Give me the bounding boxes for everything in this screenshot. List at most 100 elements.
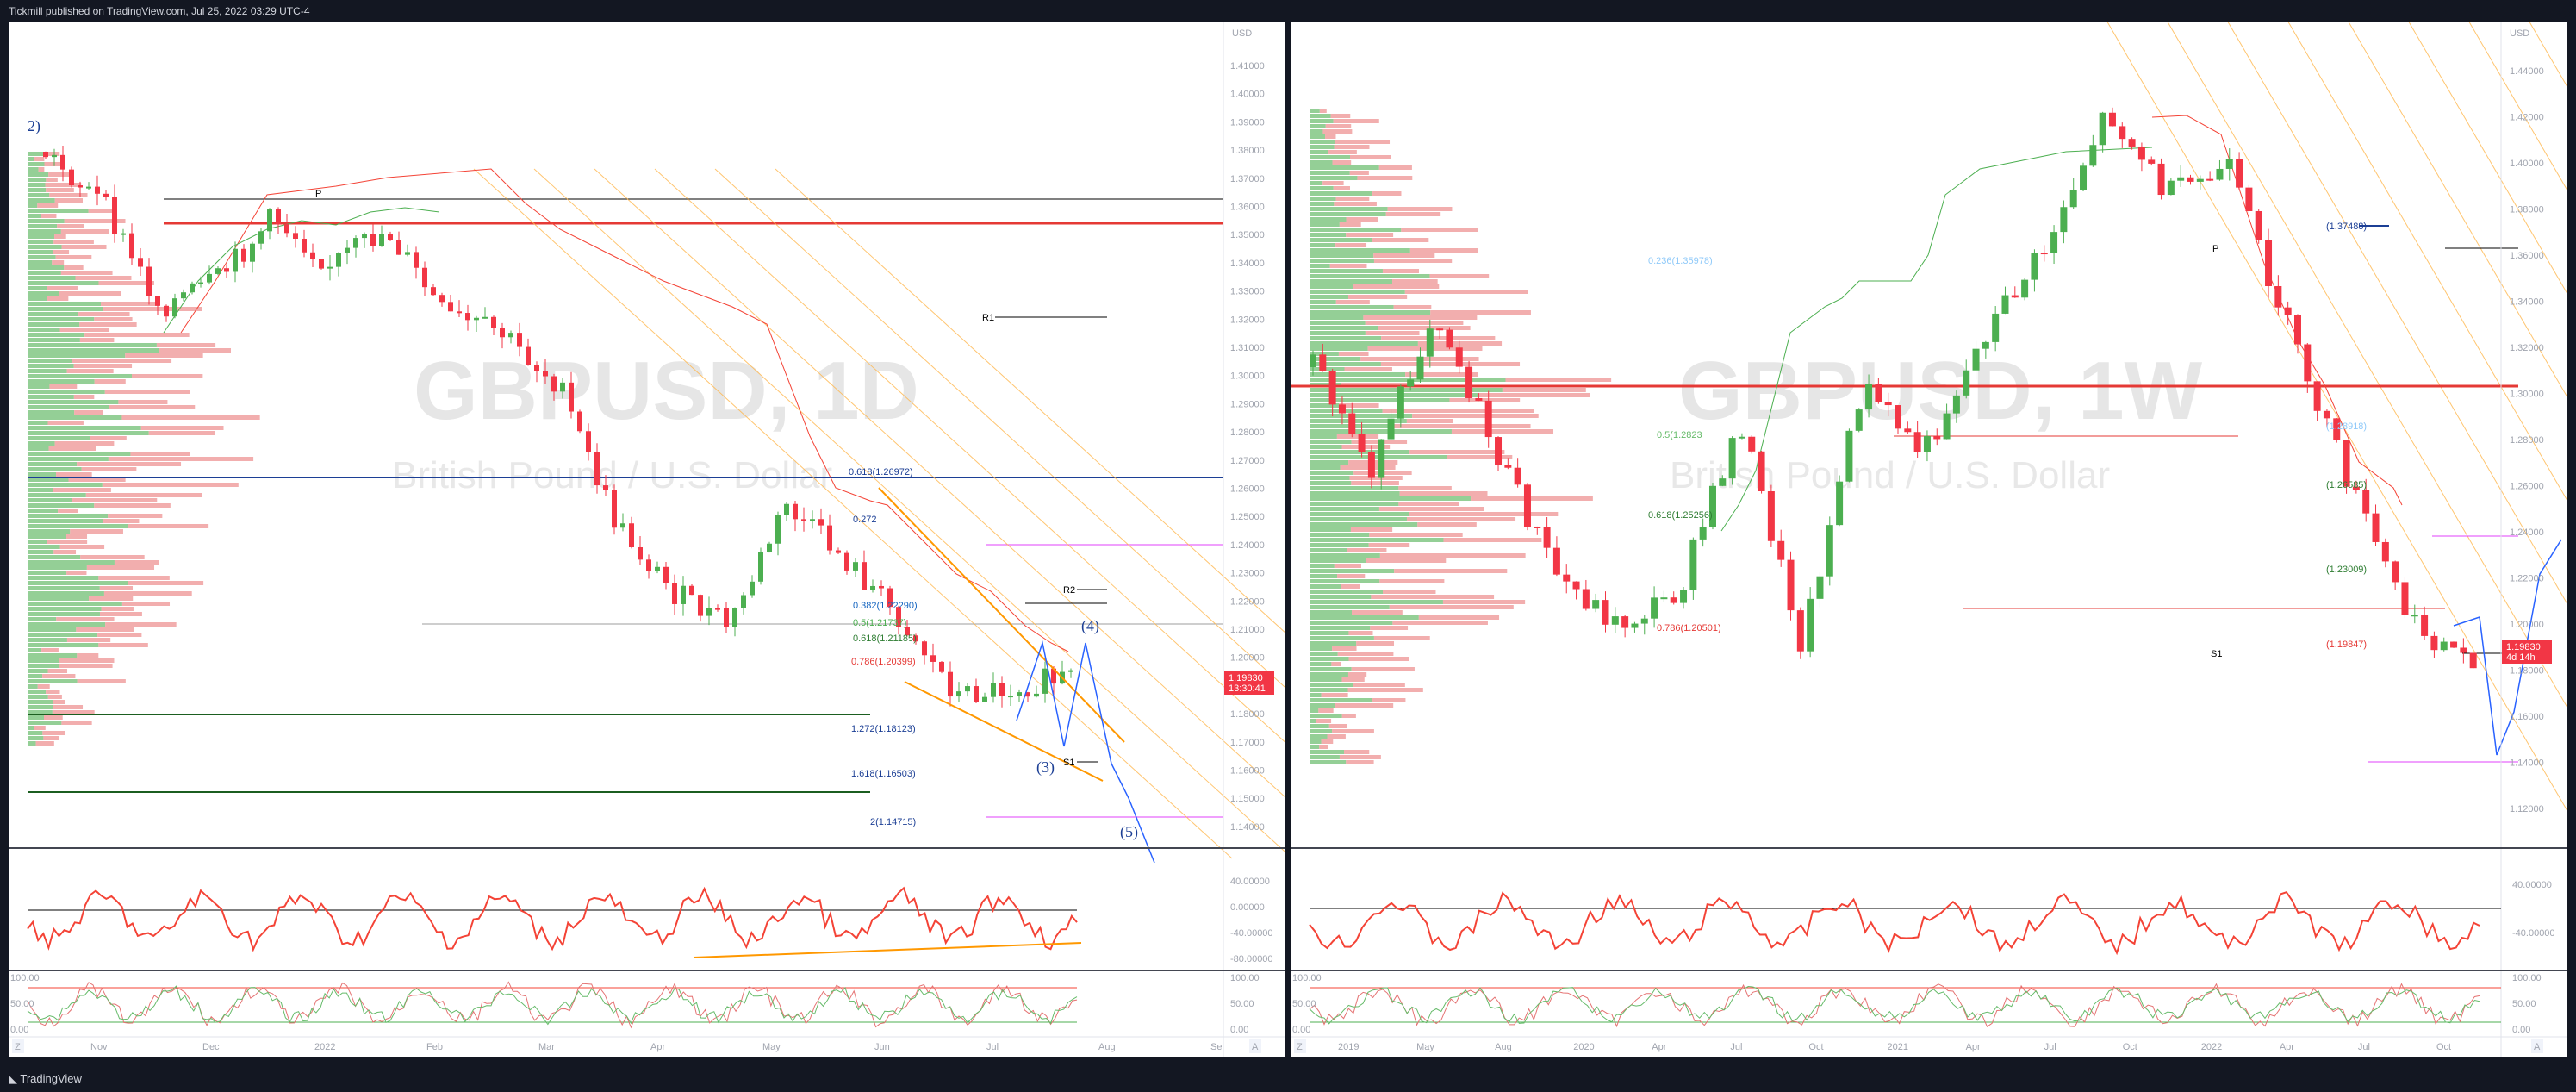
candle-body — [930, 655, 936, 662]
vp-bar-up — [1310, 615, 1419, 620]
vp-bar-up — [1310, 228, 1402, 232]
vp-bar-up — [1310, 481, 1352, 485]
vp-bar-up — [1310, 434, 1337, 439]
price-axis[interactable]: 1.41000 1.40000 1.39000 1.38000 1.37000 1.360… — [1230, 61, 1265, 833]
vp-bar-down — [46, 690, 60, 694]
tradingview-logo[interactable]: ◣ TradingView — [9, 1072, 82, 1086]
axis-tick-label: 1.26000 — [2510, 482, 2544, 492]
vp-bar-up — [1310, 543, 1369, 547]
fib-label: 0.786(1.20399) — [851, 657, 916, 667]
time-axis[interactable]: Nov Dec 2022 Feb Mar Apr May Jun Jul Aug Se — [90, 1042, 1222, 1052]
vp-bar-down — [35, 741, 54, 746]
auto-scale-button[interactable] — [2531, 1039, 2543, 1053]
vp-bar-down — [1392, 621, 1488, 625]
candle-body — [793, 503, 798, 520]
candle-body — [1933, 435, 1941, 440]
vp-bar-down — [105, 622, 177, 627]
candle-body — [138, 258, 143, 267]
vp-bar-down — [59, 545, 105, 549]
candle-body — [2323, 410, 2330, 419]
candle-body — [207, 273, 212, 283]
axis-tick-label: 1.36000 — [1230, 203, 1265, 213]
auto-scale-button[interactable] — [1249, 1039, 1261, 1053]
vp-bar-down — [1382, 590, 1436, 594]
candle-body — [1660, 597, 1668, 600]
candle-body — [86, 186, 91, 189]
candle-body — [724, 608, 729, 627]
candle-body — [1034, 693, 1039, 697]
vp-bar-up — [28, 612, 100, 616]
axis-tick-label: 1.40000 — [2510, 159, 2544, 169]
vp-bar-down — [43, 736, 59, 740]
pitchfork-line — [654, 168, 1285, 744]
vp-bar-down — [102, 519, 140, 523]
candle-body — [1543, 527, 1551, 548]
candle-body — [2460, 647, 2467, 653]
candle-body — [956, 691, 961, 697]
vp-bar-down — [49, 193, 88, 197]
chart-canvas-daily[interactable]: GBPUSD, 1D British Pound / U.S. Dollar 0… — [9, 22, 1285, 1057]
vp-bar-up — [28, 276, 76, 280]
time-tick-label: May — [1416, 1042, 1434, 1052]
vp-bar-down — [77, 462, 182, 466]
candle-body — [974, 686, 979, 702]
vp-bar-up — [28, 483, 103, 487]
vp-bar-up — [1310, 739, 1322, 744]
time-axis[interactable]: 2019 May Aug 2020 Apr Jul Oct 2021 Apr Jul Oct 2022… — [1338, 1042, 2451, 1052]
vp-bar-down — [1349, 476, 1403, 480]
candle-body — [2050, 232, 2058, 253]
pitchfork — [2106, 22, 2567, 812]
axis-tick-label: 1.14000 — [1230, 822, 1265, 833]
axis-tick-label: 1.40000 — [1230, 90, 1265, 100]
candle-body — [689, 585, 694, 596]
vp-bar-down — [1337, 652, 1394, 656]
chart-panel-daily[interactable]: GBPUSD, 1D British Pound / U.S. Dollar 0… — [9, 22, 1285, 1057]
vp-bar-down — [1442, 600, 1526, 604]
vp-bar-down — [54, 198, 83, 203]
vp-bar-up — [1310, 491, 1400, 496]
vp-bar-down — [1399, 491, 1488, 496]
time-tick-label: Aug — [1495, 1042, 1512, 1052]
envelope-lower — [163, 207, 440, 334]
price-axis[interactable]: 1.44000 1.42000 1.40000 1.38000 1.36000 1.340… — [2510, 66, 2544, 814]
candle-body — [293, 233, 298, 240]
vp-bar-up — [28, 188, 47, 192]
vp-bar-down — [1322, 129, 1353, 134]
vp-bar-down — [1363, 315, 1478, 320]
vp-bar-down — [47, 286, 78, 290]
candle-body — [1378, 439, 1385, 478]
vp-bar-up — [1310, 574, 1338, 578]
zoom-button[interactable] — [12, 1039, 24, 1053]
vp-bar-down — [53, 488, 111, 492]
vp-bar-up — [1310, 703, 1335, 708]
vp-bar-up — [1310, 517, 1407, 521]
candle-body — [1407, 379, 1415, 387]
candle-body — [1943, 413, 1951, 440]
vp-bar-down — [59, 291, 121, 296]
vp-bar-up — [1310, 538, 1444, 542]
vp-bar-up — [1310, 217, 1347, 222]
candle-body — [310, 252, 315, 259]
vp-bar-down — [1333, 119, 1379, 123]
vp-bar-up — [28, 219, 65, 223]
vp-bar-down — [1334, 140, 1391, 144]
vp-bar-down — [1341, 677, 1365, 682]
vp-bar-up — [1310, 165, 1379, 170]
vp-bar-down — [1325, 134, 1336, 139]
vp-bar-up — [1310, 667, 1352, 671]
chart-canvas-weekly[interactable]: GBPUSD, 1W British Pound / U.S. Dollar 0… — [1291, 22, 2567, 1057]
vp-bar-down — [1353, 284, 1440, 289]
candle-body — [1758, 451, 1765, 491]
vp-bar-down — [1349, 171, 1369, 175]
vp-bar-up — [28, 152, 45, 156]
vp-bar-down — [1347, 688, 1423, 692]
vp-bar-down — [98, 643, 148, 647]
zoom-button[interactable] — [1294, 1039, 1306, 1053]
axis-tick-label: 1.35000 — [1230, 230, 1265, 240]
vp-bar-down — [53, 250, 70, 254]
vp-bar-down — [1388, 424, 1531, 428]
vp-bar-up — [1310, 641, 1357, 646]
candle-body — [1572, 581, 1580, 590]
chart-panel-weekly[interactable]: GBPUSD, 1W British Pound / U.S. Dollar 0… — [1291, 22, 2567, 1057]
symbol-watermark: GBPUSD, 1D — [414, 345, 919, 437]
